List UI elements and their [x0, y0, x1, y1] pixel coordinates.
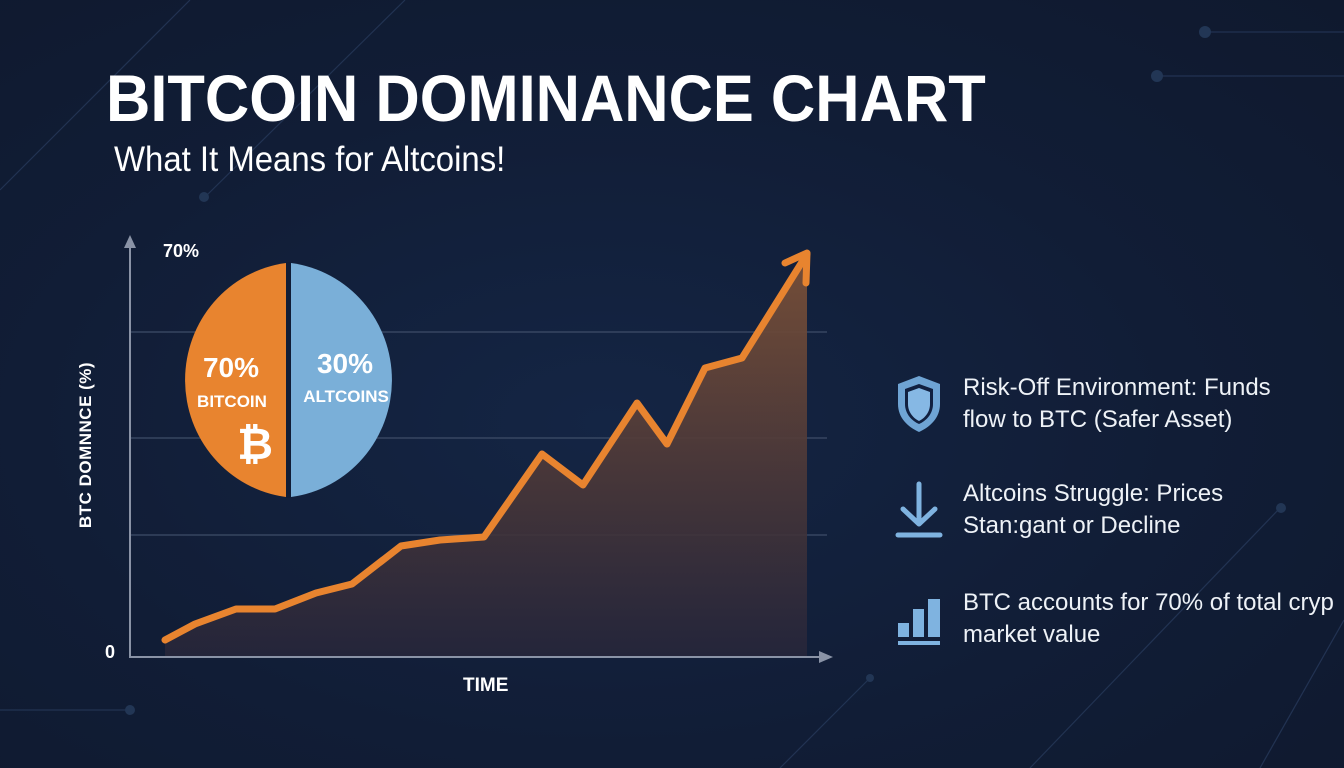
page-subtitle: What It Means for Altcoins!: [114, 140, 506, 179]
axes: [124, 235, 833, 663]
key-point-line: Risk-Off Environment: Funds: [963, 374, 1271, 401]
trend-arrowhead-icon: [781, 249, 811, 287]
bitcoin-symbol-icon: ₿: [237, 420, 273, 469]
key-point-line: BTC accounts for 70% of total cryp: [963, 589, 1334, 616]
key-point-market-share: BTC accounts for 70% of total cryp marke…: [893, 587, 1334, 651]
pie-altcoins-label: ALTCOINS: [303, 387, 389, 406]
key-point-line: market value: [963, 621, 1101, 648]
x-axis-label: TIME: [463, 675, 509, 696]
pie-bitcoin-label: BITCOIN: [197, 392, 267, 411]
shield-icon: [898, 376, 940, 432]
key-point-risk-off: Risk-Off Environment: Funds flow to BTC …: [893, 372, 1271, 436]
page-title: BITCOIN DOMINANCE CHART: [106, 61, 986, 135]
key-point-line: Stan:gant or Decline: [963, 512, 1181, 539]
pie-altcoins-percent: 30%: [316, 348, 374, 379]
pie-bitcoin-percent: 70%: [202, 352, 260, 383]
key-point-altcoins-struggle: Altcoins Struggle: Prices Stan:gant or D…: [893, 478, 1223, 542]
download-arrow-icon: [895, 481, 943, 538]
pie-slice-bitcoin: [185, 263, 286, 497]
dominance-pie: [185, 262, 392, 498]
bar-chart-icon: [898, 599, 940, 645]
y-axis-top-tick: 70%: [163, 241, 200, 261]
y-axis-zero-tick: 0: [105, 642, 116, 662]
key-point-line: Altcoins Struggle: Prices: [963, 480, 1224, 507]
pie-slice-altcoins: [291, 263, 392, 497]
area-fill: [165, 256, 807, 657]
key-point-line: flow to BTC (Safer Asset): [963, 406, 1233, 433]
dominance-line: [161, 250, 811, 644]
